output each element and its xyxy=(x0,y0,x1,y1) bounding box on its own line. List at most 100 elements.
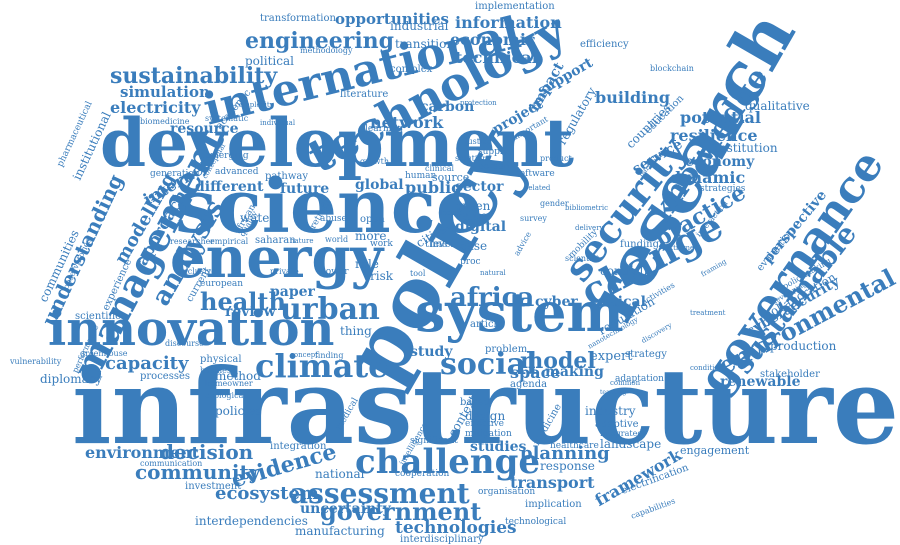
cloud-word-resource: resource xyxy=(170,121,239,137)
cloud-word-diplomacy: diplomacy xyxy=(40,372,103,386)
cloud-word-survey: survey xyxy=(520,214,547,223)
cloud-word-level: level xyxy=(430,239,454,250)
cloud-word-vulnerability: vulnerability xyxy=(10,357,62,366)
cloud-word-health: health xyxy=(200,287,286,316)
cloud-word-different: different xyxy=(195,179,264,195)
cloud-word-production: production xyxy=(770,339,837,353)
cloud-word-thing: thing xyxy=(340,324,372,338)
cloud-word-systematic: systematic xyxy=(205,114,249,123)
cloud-word-ecological: ecological xyxy=(205,391,246,400)
cloud-word-infrastructure: infrastructure xyxy=(72,345,899,468)
cloud-word-expert: expert xyxy=(590,349,633,364)
cloud-word-effective: effective xyxy=(465,419,504,429)
cloud-word-capabilities: capabilities xyxy=(629,496,677,521)
cloud-word-problem: problem xyxy=(485,344,528,355)
cloud-word-information: information xyxy=(455,13,562,32)
cloud-word-integrated: integrated xyxy=(600,429,643,438)
cloud-word-time: time xyxy=(425,239,448,250)
cloud-word-institution: institution xyxy=(715,141,778,155)
cloud-word-environment: environment xyxy=(85,443,200,462)
cloud-word-healthcare: healthcare xyxy=(550,441,599,451)
cloud-word-green: green xyxy=(455,199,491,213)
cloud-word-design: design xyxy=(465,409,506,423)
cloud-word-world: world xyxy=(325,235,349,244)
cloud-word-natural: natural xyxy=(480,269,506,277)
cloud-word-abuse: abuse xyxy=(320,214,347,224)
cloud-word-treatment: treatment xyxy=(690,309,726,317)
cloud-word-scientist: scientist xyxy=(565,254,600,263)
cloud-word-africa: africa xyxy=(450,283,535,313)
cloud-word-researcher: researcher xyxy=(170,237,215,246)
cloud-word-electricity: electricity xyxy=(110,98,201,117)
cloud-word-cyber: cyber xyxy=(535,294,578,310)
cloud-word-homeowner: homeowner xyxy=(205,379,253,388)
cloud-word-transition: transition xyxy=(395,37,455,51)
cloud-word-related: related xyxy=(525,184,551,192)
cloud-word-model: model xyxy=(520,348,596,374)
cloud-word-mitigation: mitigation xyxy=(465,429,512,439)
cloud-word-open: open xyxy=(360,214,385,225)
cloud-word-solution: solution xyxy=(455,154,488,163)
cloud-word-software: software xyxy=(515,169,555,179)
cloud-word-climate: climate xyxy=(255,347,389,385)
cloud-word-based: based xyxy=(460,397,490,408)
cloud-word-studies: studies xyxy=(470,439,527,455)
cloud-word-discourse: discourse xyxy=(165,339,204,348)
cloud-word-digital: digital xyxy=(455,219,507,235)
cloud-word-critical: critical xyxy=(590,294,646,310)
cloud-word-case: case xyxy=(460,239,488,253)
cloud-word-industrial: industrial xyxy=(390,19,449,33)
cloud-word-empirical: empirical xyxy=(210,237,249,246)
cloud-word-interdependencies: interdependencies xyxy=(195,514,308,528)
cloud-word-potential: potential xyxy=(680,108,761,127)
cloud-word-dynamic: dynamic xyxy=(670,168,746,187)
cloud-word-response: response xyxy=(540,459,595,473)
cloud-word-advice: advice xyxy=(512,230,534,258)
cloud-word-scientific: scientific xyxy=(75,311,121,322)
cloud-word-economic: economic xyxy=(450,30,536,49)
cloud-word-resilience: resilience xyxy=(670,126,758,145)
cloud-word-advanced: advanced xyxy=(215,167,259,177)
cloud-word-system: system xyxy=(415,280,624,344)
cloud-word-condition: condition xyxy=(690,364,724,372)
cloud-word-control: control xyxy=(600,264,644,278)
cloud-word-water: water xyxy=(240,211,276,225)
cloud-word-economy: economy xyxy=(685,154,755,170)
cloud-word-energy: energy xyxy=(170,225,384,291)
cloud-word-learning: learning xyxy=(365,124,404,134)
cloud-word-european: european xyxy=(200,279,244,289)
cloud-word-government: government xyxy=(320,497,482,526)
cloud-word-nature: nature xyxy=(290,237,314,245)
cloud-word-tool: tool xyxy=(410,269,426,278)
cloud-word-engineering: engineering xyxy=(245,28,395,54)
cloud-word-national: national xyxy=(315,467,365,481)
cloud-word-greenhouse: greenhouse xyxy=(80,349,128,358)
cloud-word-manufacturing: manufacturing xyxy=(295,524,385,538)
cloud-word-transformation: transformation xyxy=(260,13,336,24)
cloud-word-technical: technical xyxy=(455,48,538,67)
cloud-word-physical: physical xyxy=(200,354,242,365)
cloud-word-sector: sector xyxy=(455,179,504,195)
cloud-word-urban: urban xyxy=(280,292,380,327)
cloud-word-method: method xyxy=(215,369,261,383)
cloud-word-concept: concept xyxy=(290,351,318,359)
cloud-word-social: social xyxy=(440,347,538,382)
cloud-word-science: science xyxy=(175,164,483,250)
cloud-word-technological: technological xyxy=(505,517,567,527)
cloud-word-individual: individual xyxy=(260,119,296,127)
cloud-word-private: private xyxy=(270,267,299,276)
cloud-word-source: source xyxy=(432,171,470,184)
cloud-word-investment: investment xyxy=(185,481,242,492)
cloud-word-organisation: organisation xyxy=(478,487,536,497)
cloud-word-emerging: emerging xyxy=(205,151,249,161)
cloud-word-significant: significant xyxy=(410,436,458,446)
cloud-word-bibliometric: bibliometric xyxy=(565,204,608,212)
cloud-word-complex: complex xyxy=(390,64,433,75)
cloud-word-teaching: teaching xyxy=(600,389,627,396)
cloud-word-work: work xyxy=(370,239,393,249)
cloud-word-simulation: simulation xyxy=(120,83,210,101)
cloud-word-stakeholder: stakeholder xyxy=(760,369,820,380)
cloud-word-finding: finding xyxy=(315,351,344,360)
cloud-word-product: product xyxy=(540,154,572,163)
